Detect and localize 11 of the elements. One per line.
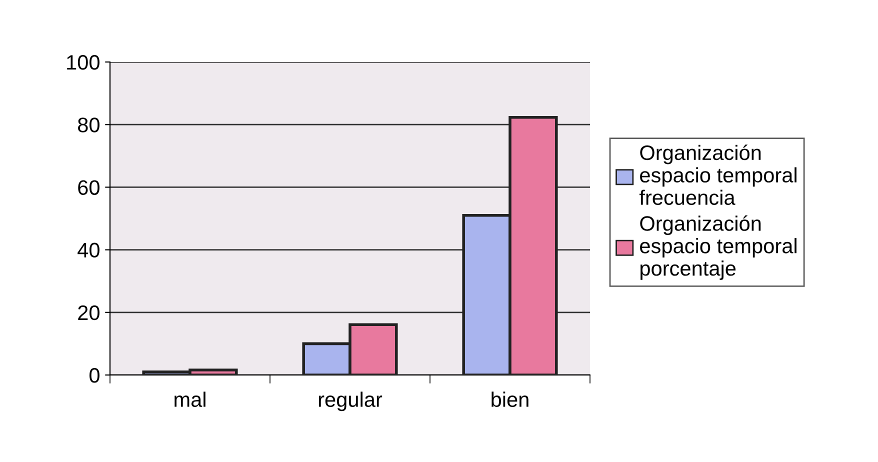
y-tick-label: 60 xyxy=(78,180,100,195)
x-tick-label: mal xyxy=(174,392,206,407)
y-tick-label: 100 xyxy=(67,55,100,70)
legend-label: Organización espacio temporal frecuencia xyxy=(639,144,796,205)
y-tick-label: 40 xyxy=(78,242,100,258)
y-tick-label: 20 xyxy=(78,305,100,320)
y-tick-label: 0 xyxy=(90,368,100,383)
x-tick-label: bien xyxy=(492,392,528,407)
y-tick-label: 80 xyxy=(78,118,100,132)
x-tick-label: regular xyxy=(318,392,382,412)
legend-label: Organización espacio temporal porcentaje xyxy=(640,215,796,280)
